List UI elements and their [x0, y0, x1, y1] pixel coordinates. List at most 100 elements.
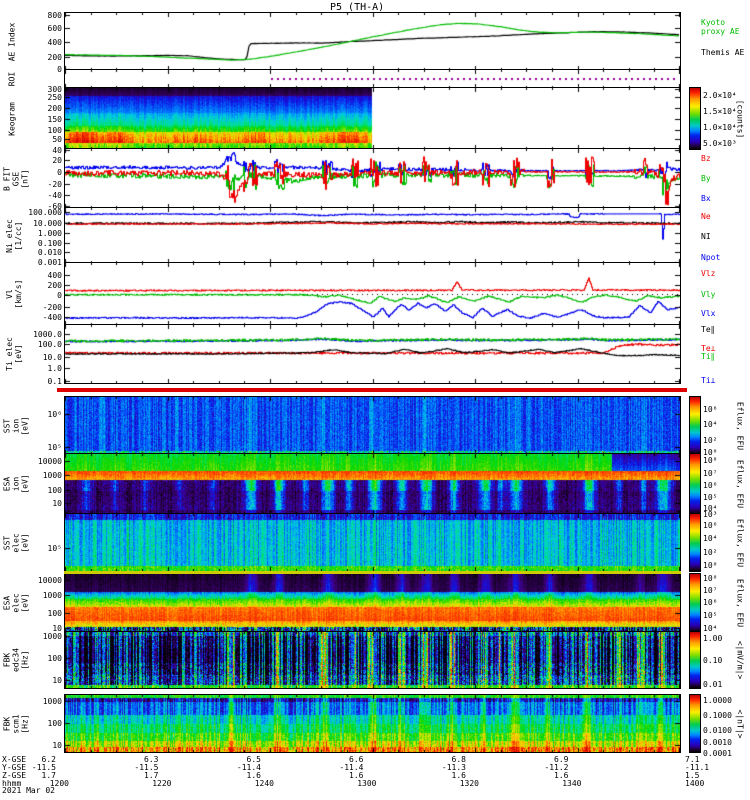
panel-esa_ion — [64, 453, 681, 515]
colorbar-tick-esa_ion-4: 10⁴ — [703, 504, 718, 513]
colorbar-tick-esa_ion-1: 10⁷ — [703, 469, 718, 479]
panel-bfit — [64, 148, 681, 209]
legend-temperature-0: Te∥ — [701, 325, 715, 334]
colorbar-tick-sst_elec-3: 10⁰ — [703, 560, 718, 570]
panel-fbk2 — [64, 694, 681, 753]
ytick-temperature-3: 1.0 — [47, 363, 62, 373]
ytick-keogram-5: 50 — [52, 135, 62, 145]
colorbar-tick-fbk2-4: 0.0001 — [703, 749, 732, 759]
colorbar-tick-fbk2-2: 0.0100 — [703, 725, 732, 735]
plot-temperature — [65, 325, 680, 383]
xaxis-value-Y-GSE-5: -11.2 — [544, 763, 569, 772]
colorbar-tick-keogram-3: 5.0×10³ — [703, 138, 737, 148]
colorbar-sst_ion — [689, 396, 701, 455]
xaxis-row-label-Z-GSE: Z-GSE — [2, 771, 27, 780]
ytick-esa_elec-3: 10 — [52, 623, 62, 633]
colorbar-tick-sst_elec-2: 10² — [703, 548, 718, 558]
ytick-velocity-2: 0 — [57, 291, 62, 301]
xaxis-value-hhmm-2: 1240 — [254, 779, 274, 788]
ytick-esa_elec-1: 1000 — [42, 590, 62, 600]
ytick-fbk1-0: 1000 — [42, 631, 62, 641]
plot-velocity — [65, 263, 680, 325]
ytick-keogram-1: 250 — [47, 93, 62, 103]
colorbar-keogram — [689, 87, 701, 150]
plot-esa_elec — [65, 574, 680, 632]
xaxis-row-label-X-GSE: X-GSE — [2, 755, 27, 764]
ytick-esa_ion-3: 10 — [52, 499, 62, 509]
colorbar-unit-sst_elec: Eflux, EFU — [735, 518, 745, 567]
legend-density-0: Ne — [701, 211, 711, 221]
ytick-esa_ion-2: 100 — [47, 486, 62, 495]
panel-esa_elec — [64, 573, 681, 633]
xaxis-value-hhmm-4: 1320 — [459, 779, 479, 788]
colorbar-tick-sst_ion-2: 10² — [703, 435, 718, 445]
colorbar-tick-esa_elec-3: 10⁵ — [703, 611, 718, 621]
panel-density — [64, 207, 681, 264]
colorbar-unit-sst_ion: Eflux, EFU — [735, 401, 745, 450]
xaxis-value-Z-GSE-5: 1.6 — [554, 771, 569, 780]
colorbar-tick-fbk2-3: 0.0010 — [703, 737, 732, 747]
ytick-esa_elec-2: 100 — [47, 608, 62, 618]
ytick-density-2: 1.000 — [37, 228, 62, 238]
colorbar-tick-esa_elec-1: 10⁷ — [703, 586, 718, 596]
ytick-fbk1-2: 10 — [52, 676, 62, 686]
xaxis-value-Y-GSE-4: -11.3 — [441, 763, 466, 772]
legend-temperature-2: Ti∥ — [701, 351, 715, 361]
colorbar-tick-esa_ion-0: 10⁸ — [703, 456, 718, 465]
ytick-sst_ion-0: 10⁶ — [47, 410, 62, 420]
ytick-velocity-0: 400 — [47, 270, 62, 280]
colorbar-tick-esa_elec-2: 10⁶ — [703, 597, 718, 607]
xaxis-value-X-GSE-6: 7.1 — [685, 755, 700, 764]
xaxis-value-X-GSE-4: 6.8 — [451, 755, 466, 764]
xaxis-value-Z-GSE-1: 1.7 — [144, 771, 159, 780]
plot-sst_ion — [65, 397, 680, 454]
panel-keogram — [64, 87, 681, 150]
xaxis-value-Y-GSE-1: -11.5 — [134, 763, 159, 772]
colorbar-unit-esa_elec: Eflux, EFU — [735, 578, 745, 628]
ytick-velocity-3: -200 — [42, 303, 62, 313]
xaxis-value-hhmm-6: 1400 — [685, 779, 705, 788]
ytick-sst_ion-1: 10⁵ — [47, 443, 62, 453]
ytick-keogram-3: 150 — [47, 115, 62, 125]
panel-sst_elec — [64, 513, 681, 572]
ytick-temperature-1: 100.0 — [37, 340, 62, 350]
colorbar-tick-sst_elec-0: 10⁶ — [703, 520, 718, 530]
plot-fbk2 — [65, 695, 680, 752]
page-title: P5 (TH-A) — [330, 2, 385, 13]
ytick-fbk2-2: 10 — [52, 741, 62, 751]
date-label: 2021 Mar 02 — [2, 786, 55, 795]
ytick-ae-3: 200 — [47, 52, 62, 62]
legend-bfit-0: Bz — [701, 153, 711, 163]
ytick-ae-0: 800 — [47, 10, 62, 20]
separator-yellow — [64, 571, 681, 574]
xaxis-value-X-GSE-3: 6.6 — [349, 755, 364, 764]
colorbar-fbk1 — [689, 631, 701, 689]
colorbar-tick-fbk1-1: 0.10 — [703, 656, 723, 665]
colorbar-tick-keogram-2: 1.0×10⁴ — [703, 123, 737, 133]
colorbar-tick-esa_ion-3: 10⁵ — [703, 493, 718, 503]
colorbar-esa_elec — [689, 573, 701, 633]
colorbar-tick-sst_ion-3: 10⁰ — [703, 448, 718, 458]
xaxis-value-Z-GSE-3: 1.6 — [349, 771, 364, 780]
legend-density-2: Npot — [701, 253, 721, 263]
ytick-density-4: 0.010 — [37, 248, 62, 257]
colorbar-unit-fbk1: <|mV/m|> — [735, 640, 745, 680]
ytick-bfit-3: -20 — [47, 179, 62, 189]
panel-ae — [64, 12, 681, 71]
legend-ae-1: Themis AE — [701, 48, 745, 58]
colorbar-tick-esa_ion-2: 10⁶ — [703, 481, 718, 491]
plot-density — [65, 208, 680, 263]
separator-red — [57, 388, 687, 392]
xaxis-value-Z-GSE-2: 1.6 — [246, 771, 261, 780]
colorbar-tick-fbk1-0: 1.00 — [703, 634, 723, 644]
panel-sst_ion — [64, 396, 681, 455]
xaxis-row-label-hhmm: hhmm — [2, 779, 22, 788]
xaxis-value-Z-GSE-4: 1.6 — [451, 771, 466, 780]
ytick-sst_elec-0: 10⁵ — [47, 544, 62, 554]
xaxis-value-Y-GSE-6: -11.1 — [685, 763, 710, 772]
plot-bfit — [65, 149, 680, 208]
xaxis-value-X-GSE-0: 6.2 — [41, 755, 56, 764]
colorbar-esa_ion — [689, 453, 701, 515]
plot-esa_ion — [65, 454, 680, 514]
